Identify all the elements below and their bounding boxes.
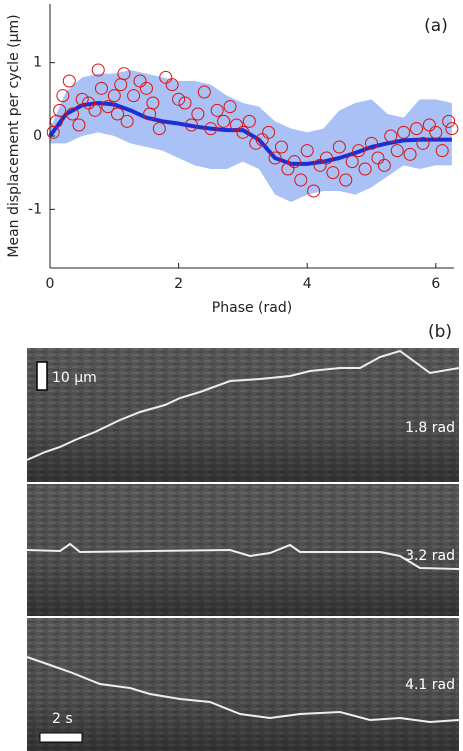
point <box>326 166 340 180</box>
point <box>146 96 160 110</box>
point <box>133 74 147 88</box>
mean-line <box>48 101 452 166</box>
point <box>191 107 205 121</box>
point <box>274 140 288 154</box>
point <box>365 136 379 150</box>
point <box>403 147 417 161</box>
point <box>281 162 295 176</box>
y-tick-label: -1 <box>28 201 42 217</box>
point <box>223 100 237 114</box>
point <box>422 118 436 132</box>
panel-label: (b) <box>428 322 452 342</box>
kymograph-shade <box>27 484 459 616</box>
y-tick-label: 1 <box>33 55 42 71</box>
point <box>204 122 218 136</box>
point <box>390 144 404 158</box>
point <box>332 140 346 154</box>
scale-bar <box>39 732 83 743</box>
point <box>210 103 224 117</box>
point <box>358 162 372 176</box>
point <box>66 107 80 121</box>
point <box>117 67 131 81</box>
panel-label: (a) <box>424 16 448 36</box>
point <box>287 155 301 169</box>
point <box>307 184 321 198</box>
point <box>294 173 308 187</box>
scale-bar <box>36 361 48 391</box>
point <box>435 144 449 158</box>
point <box>345 155 359 169</box>
point <box>165 78 179 92</box>
point <box>442 114 456 128</box>
point <box>120 114 134 128</box>
point <box>72 118 86 132</box>
trace <box>26 542 460 570</box>
trace <box>26 656 460 724</box>
point <box>384 129 398 143</box>
point <box>236 125 250 139</box>
point <box>352 144 366 158</box>
point <box>229 118 243 132</box>
point <box>111 107 125 121</box>
point <box>88 103 102 117</box>
point <box>159 70 173 84</box>
point <box>377 158 391 172</box>
x-tick-label: 6 <box>431 276 440 292</box>
phase-label: 1.8 rad <box>405 420 455 436</box>
point <box>94 81 108 95</box>
point <box>184 118 198 132</box>
point <box>255 133 269 147</box>
y-axis-label: Mean displacement per cycle (μm) <box>6 14 22 257</box>
x-tick-label: 4 <box>303 276 312 292</box>
kymograph-shade <box>27 618 459 751</box>
trace <box>26 349 460 461</box>
y-tick-label: 0 <box>33 128 42 144</box>
point <box>397 125 411 139</box>
scale-label: 2 s <box>52 711 73 727</box>
phase-label: 4.1 rad <box>405 677 455 693</box>
point <box>262 125 276 139</box>
point <box>56 89 70 103</box>
scale-label: 10 μm <box>52 370 97 386</box>
point <box>62 74 76 88</box>
point <box>339 173 353 187</box>
point <box>371 151 385 165</box>
point <box>197 85 211 99</box>
point <box>82 96 96 110</box>
point <box>445 122 459 136</box>
x-tick-label: 0 <box>46 276 55 292</box>
point <box>107 89 121 103</box>
point <box>152 122 166 136</box>
point <box>410 122 424 136</box>
point <box>313 158 327 172</box>
point <box>300 144 314 158</box>
point <box>416 136 430 150</box>
point <box>172 92 186 106</box>
point <box>217 114 231 128</box>
point <box>249 136 263 150</box>
phase-label: 3.2 rad <box>405 548 455 564</box>
point <box>127 89 141 103</box>
point <box>139 81 153 95</box>
point <box>429 125 443 139</box>
point <box>178 96 192 110</box>
kymographs <box>26 348 460 751</box>
point <box>91 63 105 77</box>
point <box>242 114 256 128</box>
x-axis-label: Phase (rad) <box>212 300 292 316</box>
point <box>268 151 282 165</box>
point <box>75 92 89 106</box>
point <box>53 103 67 117</box>
x-tick-label: 2 <box>174 276 183 292</box>
point <box>101 100 115 114</box>
kymograph-shade <box>27 348 459 482</box>
point <box>319 151 333 165</box>
